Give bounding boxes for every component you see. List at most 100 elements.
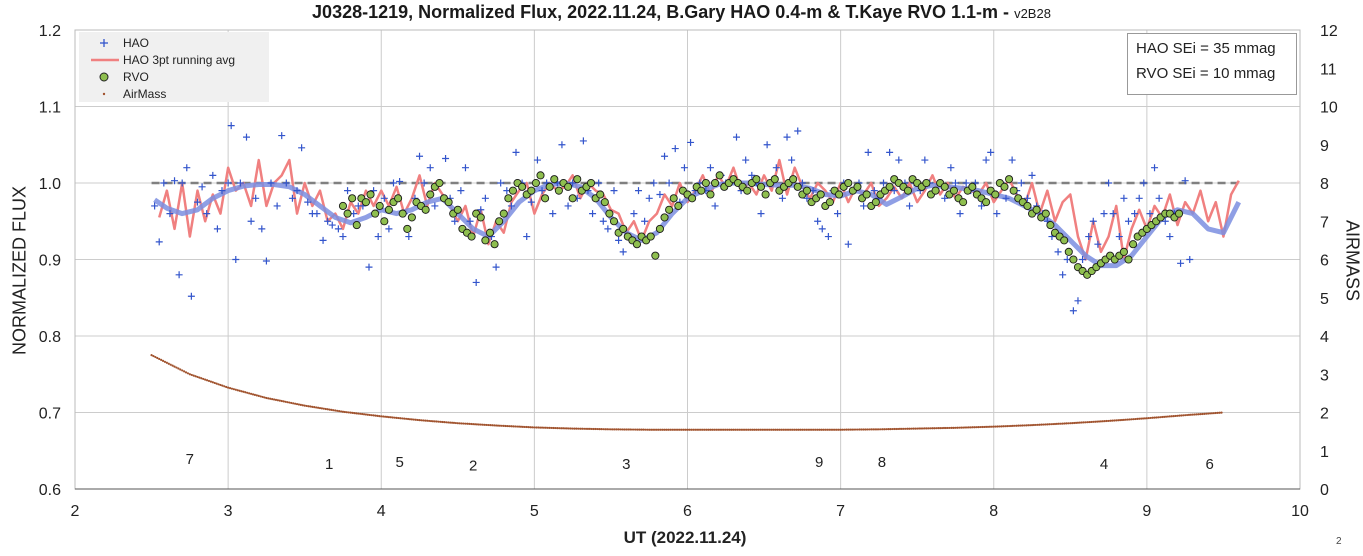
airmass-point — [841, 428, 844, 431]
airmass-point — [822, 428, 825, 431]
y2-tick-label: 4 — [1320, 329, 1329, 346]
y-tick-label: 0.7 — [39, 406, 61, 423]
airmass-point — [336, 409, 339, 412]
airmass-point — [1197, 413, 1200, 416]
airmass-point — [523, 425, 526, 429]
airmass-point — [615, 428, 618, 431]
hao-point — [457, 187, 465, 195]
airmass-point — [910, 427, 913, 430]
airmass-point — [502, 424, 505, 427]
airmass-point — [179, 368, 182, 371]
airmass-point — [1011, 424, 1014, 427]
airmass-point — [558, 427, 561, 430]
rvo-point — [802, 186, 811, 195]
hao-point — [665, 179, 673, 187]
rvo-point — [499, 209, 508, 218]
airmass-point — [594, 427, 597, 431]
airmass-point — [887, 428, 890, 431]
airmass-point — [1092, 420, 1095, 423]
airmass-point — [684, 428, 687, 431]
y2-tick-label: 5 — [1320, 291, 1329, 308]
airmass-point — [739, 428, 743, 431]
airmass-point — [406, 417, 410, 421]
airmass-point — [757, 428, 760, 431]
hao-point — [1002, 194, 1010, 202]
rvo-point — [825, 198, 834, 207]
airmass-point — [741, 428, 745, 431]
hao-point — [472, 278, 480, 286]
airmass-point — [276, 399, 279, 402]
airmass-point — [496, 424, 500, 427]
airmass-point — [529, 426, 532, 429]
airmass-point — [366, 413, 369, 416]
hao-point — [385, 225, 393, 233]
rvo-point — [1129, 240, 1138, 249]
rvo-point — [600, 198, 609, 207]
airmass-point — [673, 428, 676, 431]
airmass-point — [831, 428, 835, 431]
airmass-point — [560, 427, 563, 430]
hao-smooth-line — [153, 180, 1241, 269]
airmass-point — [619, 428, 622, 431]
airmass-point — [372, 414, 375, 417]
airmass-point — [491, 424, 494, 427]
hao-point — [1089, 217, 1097, 225]
airmass-point — [883, 428, 886, 431]
airmass-point — [1017, 424, 1020, 427]
rvo-point — [343, 209, 352, 218]
airmass-point — [213, 381, 216, 385]
hao-point — [507, 202, 515, 210]
airmass-point — [242, 390, 245, 393]
airmass-point — [1161, 415, 1164, 419]
chart-title-version: v2B28 — [1014, 6, 1051, 21]
hao-point — [947, 164, 955, 172]
airmass-point — [1155, 416, 1158, 419]
airmass-point — [1145, 417, 1148, 420]
airmass-point — [251, 393, 255, 396]
hao-point — [1008, 156, 1016, 164]
airmass-point — [655, 428, 658, 431]
rvo-point — [384, 205, 393, 214]
airmass-point — [877, 428, 881, 431]
airmass-point — [1136, 417, 1139, 421]
hao-point — [1115, 233, 1123, 241]
airmass-point — [204, 378, 207, 381]
airmass-point — [791, 428, 794, 431]
rvo-point — [1174, 209, 1184, 218]
hao-point — [1186, 256, 1194, 263]
x-tick-label: 3 — [224, 503, 233, 520]
hao-point — [1074, 297, 1082, 305]
rvo-point — [421, 205, 430, 214]
airmass-point — [295, 402, 299, 406]
airmass-point — [493, 424, 496, 427]
airmass-point — [561, 427, 565, 430]
rvo-point — [761, 190, 770, 199]
airmass-point — [517, 425, 521, 428]
rvo-point — [789, 175, 798, 184]
hao-point — [1135, 194, 1143, 202]
rvo-point — [853, 182, 862, 191]
airmass-point — [940, 426, 944, 430]
airmass-point — [1034, 423, 1037, 427]
airmass-point — [851, 428, 854, 431]
hao-point — [595, 179, 603, 187]
airmass-point — [347, 411, 350, 414]
airmass-point — [732, 428, 735, 431]
airmass-point — [391, 416, 394, 419]
legend-running-avg-label: HAO 3pt running avg — [123, 53, 236, 67]
airmass-point — [1032, 423, 1036, 427]
airmass-point — [711, 428, 714, 431]
rvo-point — [968, 182, 977, 191]
airmass-point — [563, 427, 567, 430]
rvo-point — [1060, 236, 1069, 245]
airmass-point — [1084, 421, 1087, 424]
airmass-point — [730, 428, 733, 431]
airmass-point — [780, 428, 783, 431]
airmass-point — [368, 413, 371, 417]
airmass-point — [1184, 414, 1187, 417]
hao-point — [864, 148, 872, 156]
hao-point — [906, 202, 914, 210]
legend-hao-label: HAO — [123, 36, 150, 50]
airmass-point — [927, 427, 930, 430]
y2-tick-label: 12 — [1320, 23, 1338, 40]
